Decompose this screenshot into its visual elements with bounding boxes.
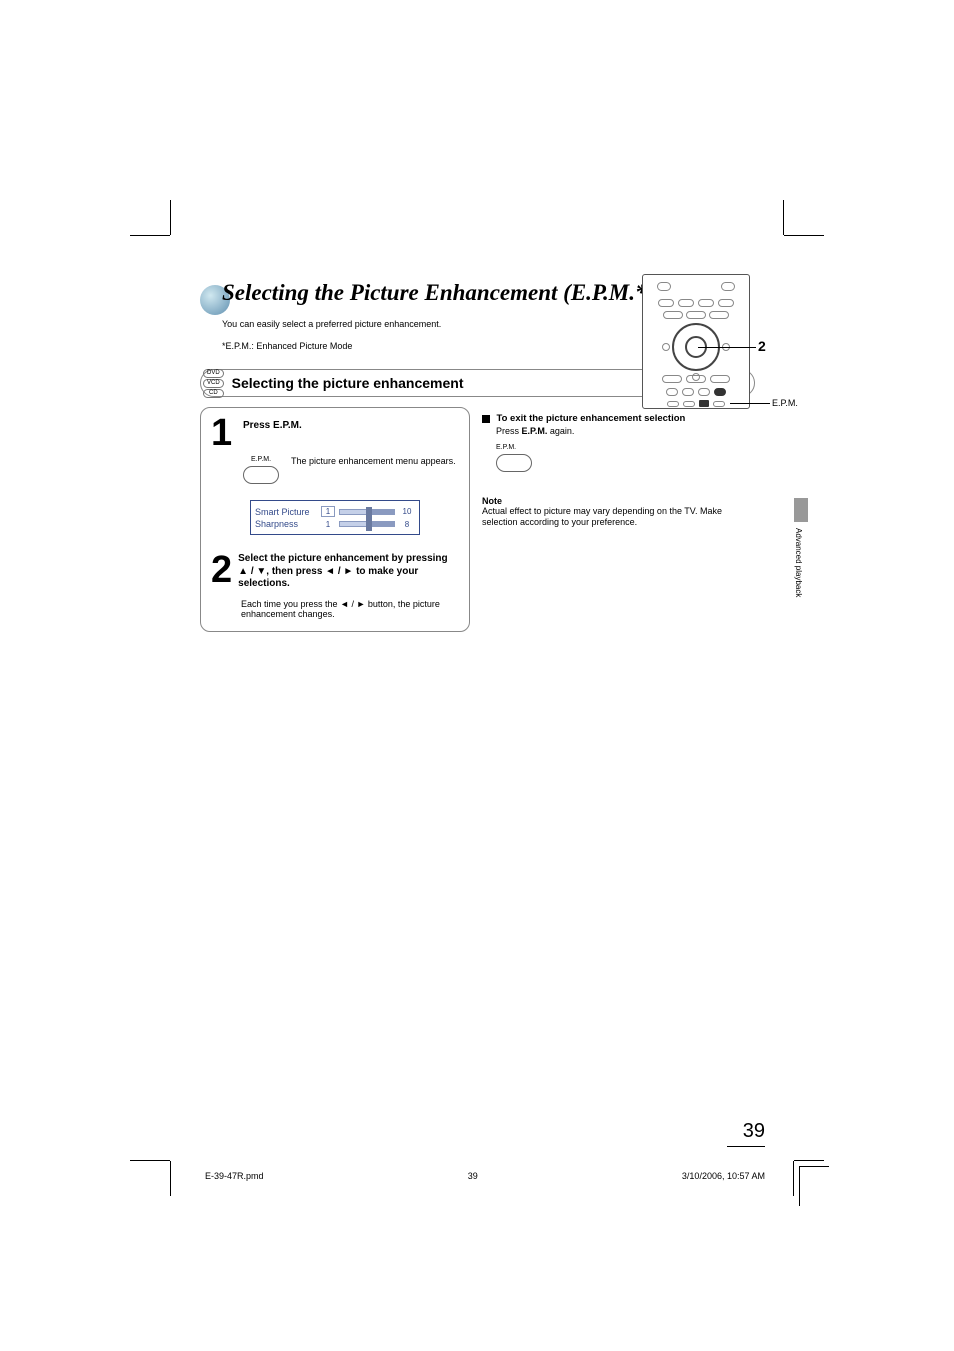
step-number: 2: [211, 553, 232, 587]
footer-right: 3/10/2006, 10:57 AM: [682, 1171, 765, 1181]
steps-panel: 1 Press E.P.M. E.P.M. The picture enhanc…: [200, 407, 470, 632]
exit-body-bold: E.P.M.: [522, 426, 548, 436]
crop-mark: [799, 1166, 829, 1206]
page-title: Selecting the Picture Enhancement (E.P.M…: [222, 280, 654, 305]
menu-row-smart-picture: Smart Picture 1 10: [255, 506, 415, 517]
badge-cd: CD: [203, 389, 224, 398]
crop-mark: [170, 1161, 171, 1196]
badge-vcd: VCD: [203, 379, 224, 388]
crop-mark: [130, 235, 170, 236]
remote-button-icon: [721, 282, 735, 291]
footer-left: E-39-47R.pmd: [205, 1171, 264, 1181]
callout-line: [698, 347, 756, 348]
exit-heading-row: To exit the picture enhancement selectio…: [482, 413, 750, 424]
side-tab: Advanced playback: [794, 498, 808, 618]
epm-button-icon: [496, 454, 532, 472]
exit-button-graphic: E.P.M.: [496, 444, 750, 474]
page-number-underline: [727, 1146, 765, 1147]
menu-value-left: 1: [321, 506, 335, 517]
menu-label: Sharpness: [255, 519, 317, 529]
menu-value-left: 1: [321, 520, 335, 529]
footer: E-39-47R.pmd 39 3/10/2006, 10:57 AM: [205, 1171, 765, 1181]
disc-badges: DVD VCD CD: [203, 369, 224, 398]
badge-dvd: DVD: [203, 369, 224, 378]
step-1-body: E.P.M. The picture enhancement menu appe…: [241, 456, 459, 486]
slider-icon: [339, 509, 395, 515]
side-tab-label: Advanced playback: [794, 528, 803, 597]
crop-mark: [783, 200, 784, 235]
footer-center: 39: [468, 1171, 478, 1181]
exit-heading: To exit the picture enhancement selectio…: [497, 413, 686, 424]
remote-row-icon: [643, 375, 749, 383]
note-heading: Note: [482, 496, 750, 506]
section-heading: Selecting the picture enhancement: [232, 375, 464, 391]
content-columns: 1 Press E.P.M. E.P.M. The picture enhanc…: [200, 407, 760, 632]
crop-mark: [130, 1160, 170, 1161]
page-number: 39: [743, 1120, 765, 1143]
bullet-icon: [482, 415, 490, 423]
note-body: Actual effect to picture may vary depend…: [482, 506, 750, 529]
remote-row-icon: [643, 388, 749, 396]
callout-number: 2: [758, 338, 766, 354]
step-2-heading: Select the picture enhancement by pressi…: [238, 553, 459, 591]
exit-body-suffix: again.: [547, 426, 574, 436]
step-1-text: The picture enhancement menu appears.: [291, 456, 459, 466]
epm-button-label: E.P.M.: [496, 444, 536, 451]
step-number: 1: [211, 416, 237, 450]
epm-button-label: E.P.M.: [241, 456, 281, 463]
menu-label: Smart Picture: [255, 507, 317, 517]
remote-button-icon: [657, 282, 671, 291]
slider-icon: [339, 521, 395, 527]
enhancement-menu: Smart Picture 1 10 Sharpness 1 8: [250, 500, 420, 535]
crop-mark: [794, 1160, 824, 1161]
page-content: Selecting the Picture Enhancement (E.P.M…: [200, 280, 760, 632]
exit-body: Press E.P.M. again.: [496, 426, 750, 436]
crop-mark: [170, 200, 171, 235]
menu-value-right: 10: [399, 507, 415, 516]
epm-button-icon: [243, 466, 279, 484]
crop-mark: [784, 235, 824, 236]
callout-line: [730, 403, 770, 404]
exit-body-prefix: Press: [496, 426, 522, 436]
step-1: 1 Press E.P.M.: [211, 416, 459, 450]
step-1-heading: Press E.P.M.: [243, 416, 302, 431]
step-2: 2 Select the picture enhancement by pres…: [211, 553, 459, 591]
side-tab-marker: [794, 498, 808, 522]
menu-row-sharpness: Sharpness 1 8: [255, 519, 415, 529]
remote-row-icon: [643, 311, 749, 319]
remote-row-icon: [643, 299, 749, 307]
remote-diagram: [642, 274, 750, 409]
menu-value-right: 8: [399, 520, 415, 529]
crop-mark: [793, 1161, 794, 1196]
callout-epm-label: E.P.M.: [772, 398, 798, 408]
step-2-body: Each time you press the ◄ / ► button, th…: [241, 599, 459, 619]
right-column: To exit the picture enhancement selectio…: [470, 407, 750, 632]
